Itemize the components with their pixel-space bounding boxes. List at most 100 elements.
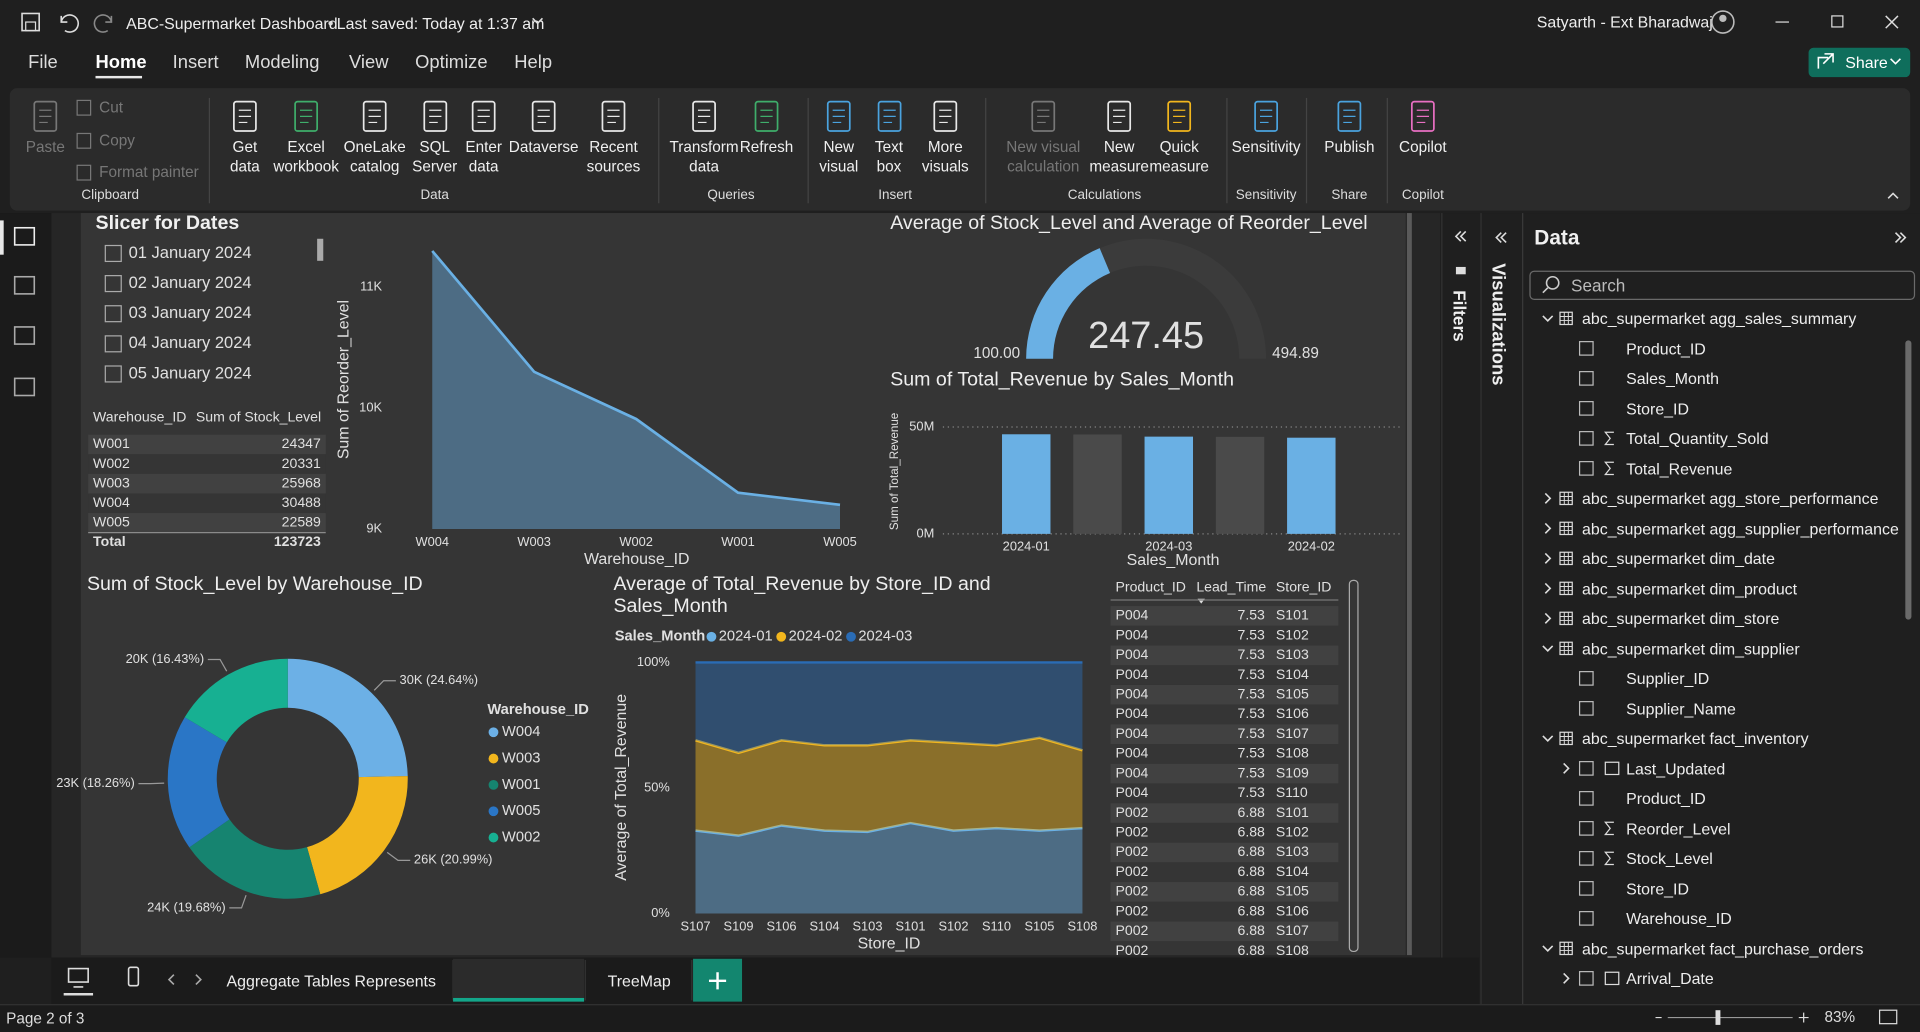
ribbon-button[interactable]: Transform data: [666, 98, 742, 176]
visualizations-strip: [1480, 213, 1523, 1005]
ribbon-button[interactable]: Excel workbook: [271, 98, 342, 176]
save-icon-slot: [25, 21, 37, 32]
add-page-button[interactable]: [693, 958, 743, 1002]
page-tab[interactable]: Fact & Dims: [472, 971, 565, 990]
data-field-item[interactable]: Product_ID: [1626, 789, 1706, 808]
ribbon-button[interactable]: New visual calculation: [999, 98, 1087, 176]
ribbon-group-label: Clipboard: [81, 187, 140, 203]
data-field-item[interactable]: Warehouse_ID: [1626, 909, 1732, 928]
ribbon-button-label: Publish: [1324, 138, 1375, 156]
ribbon-button-label: Excel workbook: [273, 138, 339, 176]
ribbon-button[interactable]: More visuals: [915, 98, 976, 176]
data-field-item[interactable]: Total_Quantity_Sold: [1626, 429, 1769, 448]
ribbon-button[interactable]: Recent sources: [579, 98, 648, 176]
data-table-item[interactable]: abc_supermarket agg_store_performance: [1582, 489, 1879, 508]
data-field-item[interactable]: Stock_Level: [1626, 849, 1713, 868]
ribbon-button[interactable]: New measure: [1089, 98, 1150, 176]
avatar-head: [1719, 14, 1727, 23]
data-table-item[interactable]: abc_supermarket dim_store: [1582, 609, 1780, 628]
menu-tab[interactable]: View: [348, 52, 389, 73]
ribbon-button[interactable]: Text box: [868, 98, 911, 176]
page-tab[interactable]: TreeMap: [607, 971, 671, 990]
ribbon-button[interactable]: New visual: [814, 98, 863, 176]
data-field-item[interactable]: Supplier_ID: [1626, 669, 1710, 688]
ribbon-button[interactable]: SQL Server: [407, 98, 462, 176]
data-table-item[interactable]: abc_supermarket agg_sales_summary: [1582, 309, 1857, 328]
close[interactable]: [1885, 15, 1899, 29]
menu-tab[interactable]: Help: [514, 52, 553, 73]
page-scrollbar: [1406, 213, 1412, 956]
data-field-item[interactable]: Product_ID: [1626, 339, 1706, 358]
small-ribbon-button[interactable]: Format painter: [99, 163, 199, 181]
share-label: Share: [1845, 53, 1888, 72]
data-field-item[interactable]: Arrival_Date: [1626, 969, 1714, 988]
ribbon-button-label: OneLake catalog: [343, 138, 406, 176]
data-table-item[interactable]: abc_supermarket dim_supplier: [1582, 639, 1800, 658]
slicer-title: Slicer for Dates: [95, 213, 240, 234]
save-icon[interactable]: [21, 12, 40, 32]
ribbon-button-label: Copilot: [1399, 138, 1447, 156]
ribbon-group-label: Copilot: [1401, 187, 1444, 203]
data-table-item[interactable]: abc_supermarket dim_product: [1582, 579, 1798, 598]
user-name: Satyarth - Ext Bharadwaj: [1536, 12, 1713, 32]
ribbon-button[interactable]: Publish: [1318, 98, 1382, 157]
small-ribbon-button[interactable]: Copy: [99, 131, 135, 150]
menu-tab[interactable]: Optimize: [415, 52, 488, 73]
visualizations-pane-label[interactable]: Visualizations: [1487, 263, 1509, 386]
data-field-item[interactable]: Store_ID: [1626, 399, 1689, 418]
status-bar: [0, 1004, 1920, 1032]
data-field-item[interactable]: Sales_Month: [1626, 369, 1720, 388]
ribbon-button-label: More visuals: [921, 138, 969, 176]
maximize[interactable]: [1831, 15, 1844, 28]
ribbon-group-label: Queries: [707, 187, 755, 203]
data-table-item[interactable]: abc_supermarket fact_purchase_orders: [1582, 939, 1864, 958]
ribbon-button[interactable]: Dataverse: [506, 98, 582, 157]
ribbon-button[interactable]: Sensitivity: [1223, 98, 1309, 157]
active-tab-underline: [95, 75, 143, 79]
data-field-item[interactable]: Store_ID: [1626, 879, 1689, 898]
menu-tab[interactable]: Home: [95, 52, 147, 73]
ribbon-button-label: Refresh: [739, 138, 794, 156]
ribbon-button-label: New measure: [1089, 138, 1149, 176]
menu-tab[interactable]: Modeling: [244, 52, 320, 73]
ribbon-button[interactable]: Enter data: [459, 98, 508, 176]
data-field-item[interactable]: Reorder_Level: [1626, 819, 1731, 838]
ribbon-button[interactable]: Quick measure: [1145, 98, 1214, 176]
ribbon-bg: [9, 88, 1911, 211]
menu-tab[interactable]: Insert: [172, 52, 219, 73]
data-field-item[interactable]: Supplier_Name: [1626, 699, 1736, 718]
data-table-item[interactable]: abc_supermarket fact_inventory: [1582, 729, 1809, 748]
filters-pane-label[interactable]: Filters: [1449, 290, 1470, 342]
data-table-item[interactable]: abc_supermarket agg_supplier_performance: [1582, 519, 1899, 538]
ribbon-button[interactable]: Refresh: [736, 98, 797, 157]
ribbon-group-label: Sensitivity: [1235, 187, 1297, 203]
data-field-item[interactable]: Last_Updated: [1626, 759, 1726, 778]
zoom-level: 83%: [1824, 1008, 1856, 1026]
ribbon-button[interactable]: Paste: [23, 98, 67, 157]
data-field-item[interactable]: Total_Revenue: [1626, 459, 1733, 478]
avatar: [1711, 10, 1735, 34]
page-tab[interactable]: Aggregate Tables Represents: [226, 971, 436, 990]
chart-title: Average of Total_Revenue by Store_ID and…: [613, 574, 991, 618]
search-box[interactable]: [1529, 270, 1916, 300]
ribbon-button-label: New visual calculation: [1006, 138, 1081, 176]
ribbon-button[interactable]: Copilot: [1391, 98, 1455, 157]
ribbon-group-label: Data: [420, 187, 449, 203]
ribbon-button[interactable]: Get data: [220, 98, 269, 176]
redo-icon: [93, 14, 113, 33]
filters-strip: [1441, 213, 1481, 1005]
search-placeholder[interactable]: Search: [1571, 275, 1626, 296]
data-table-item[interactable]: abc_supermarket dim_date: [1582, 549, 1775, 568]
ribbon-button-label: Sensitivity: [1231, 138, 1301, 156]
ribbon-button-label: Quick measure: [1149, 138, 1209, 176]
ribbon-button[interactable]: OneLake catalog: [338, 98, 411, 176]
chart-title: Sum of Stock_Level by Warehouse_ID: [86, 574, 423, 596]
ribbon-button-label: Enter data: [465, 138, 502, 176]
page-tab-bar: [51, 957, 1480, 1005]
ribbon-group-label: Insert: [878, 187, 912, 203]
undo-icon[interactable]: [60, 14, 80, 33]
menu-tab[interactable]: File: [28, 52, 58, 73]
ribbon-button-label: Recent sources: [586, 138, 641, 176]
small-ribbon-button[interactable]: Cut: [99, 98, 124, 117]
